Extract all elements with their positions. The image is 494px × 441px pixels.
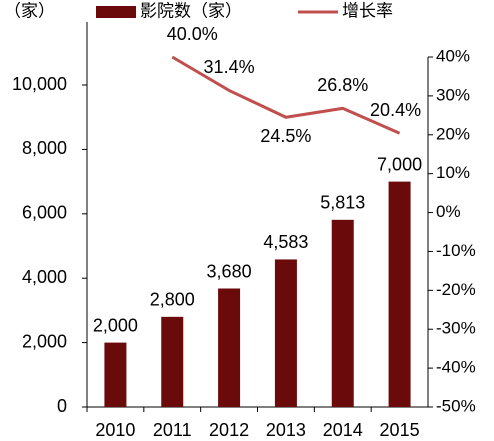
y-tick-label: 6,000 bbox=[22, 203, 67, 223]
line-value-label: 24.5% bbox=[260, 126, 311, 146]
y-axis-label: （家） bbox=[4, 1, 55, 20]
y-tick-label: 8,000 bbox=[22, 138, 67, 158]
bar bbox=[274, 259, 297, 407]
y-tick-label: 0 bbox=[57, 396, 67, 416]
y2-tick-label: 20% bbox=[436, 124, 470, 143]
y2-tick-label: 10% bbox=[436, 163, 470, 182]
y2-tick-label: 30% bbox=[436, 85, 470, 104]
bar bbox=[331, 219, 354, 407]
line-value-label: 40.0% bbox=[167, 24, 218, 44]
bar bbox=[388, 181, 411, 407]
legend-swatch bbox=[96, 6, 136, 18]
x-tick-label: 2015 bbox=[380, 420, 420, 440]
y-tick-label: 10,000 bbox=[12, 74, 67, 94]
line-value-label: 26.8% bbox=[317, 75, 368, 95]
bar-value-label: 4,583 bbox=[263, 232, 308, 252]
y2-tick-label: -40% bbox=[436, 358, 476, 377]
growth-line bbox=[171, 55, 401, 135]
y2-tick-label: -20% bbox=[436, 280, 476, 299]
y2-tick-label: -10% bbox=[436, 241, 476, 260]
bar-value-label: 3,680 bbox=[207, 261, 252, 281]
x-tick-label: 2013 bbox=[266, 420, 306, 440]
bar-value-label: 7,000 bbox=[377, 154, 422, 174]
x-tick-label: 2012 bbox=[209, 420, 249, 440]
x-tick-label: 2014 bbox=[323, 420, 363, 440]
x-tick-label: 2011 bbox=[153, 420, 192, 440]
bar bbox=[161, 316, 184, 407]
bar-value-label: 2,800 bbox=[150, 290, 195, 310]
bar-value-label: 2,000 bbox=[93, 315, 138, 335]
bar-value-label: 5,813 bbox=[320, 193, 365, 213]
x-tick-label: 2010 bbox=[95, 420, 135, 440]
legend-label: 增长率 bbox=[342, 1, 393, 20]
bar bbox=[218, 288, 241, 407]
line-value-label: 20.4% bbox=[370, 100, 421, 120]
bar bbox=[104, 342, 127, 407]
y-tick-label: 4,000 bbox=[22, 267, 67, 287]
legend-label: 影院数（家） bbox=[140, 1, 242, 20]
y2-tick-label: 0% bbox=[436, 202, 461, 221]
line-value-label: 31.4% bbox=[204, 57, 255, 77]
y2-tick-label: -50% bbox=[436, 396, 476, 415]
y2-tick-label: -30% bbox=[436, 319, 476, 338]
y-tick-label: 2,000 bbox=[22, 331, 67, 351]
y2-tick-label: 40% bbox=[436, 46, 470, 65]
